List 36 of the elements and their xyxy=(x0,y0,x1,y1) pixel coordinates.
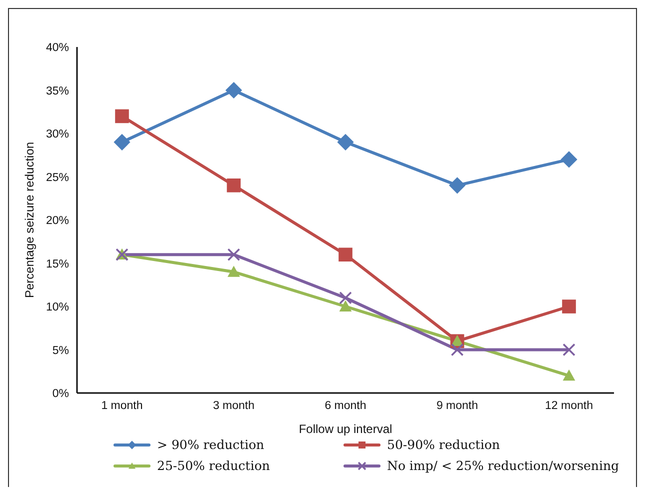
y-tick-label: 0% xyxy=(52,388,69,400)
point xyxy=(226,82,242,98)
x-tick-label: 9 month xyxy=(436,400,478,412)
point xyxy=(449,177,466,194)
x-tick-label: 1 month xyxy=(101,400,143,412)
y-axis-title: Percentage seizure reduction xyxy=(22,142,36,298)
point xyxy=(562,370,576,381)
point xyxy=(338,248,352,262)
legend-label: 25-50% reduction xyxy=(157,458,270,473)
legend-label: 50-90% reduction xyxy=(387,437,500,452)
y-tick-label: 25% xyxy=(46,172,69,184)
point xyxy=(227,248,240,261)
y-tick-label: 10% xyxy=(46,302,69,314)
point xyxy=(228,266,240,277)
y-tick-label: 20% xyxy=(46,215,69,228)
point xyxy=(339,291,352,304)
point xyxy=(114,134,130,150)
point xyxy=(562,343,576,356)
point xyxy=(562,300,576,314)
x-tick-label: 6 month xyxy=(324,400,366,412)
legend-label: No imp/ < 25% reduction/worsening xyxy=(387,458,620,473)
point xyxy=(339,300,352,312)
y-tick-label: 5% xyxy=(52,344,69,357)
y-tick-label: 40% xyxy=(46,42,69,54)
y-tick-label: 15% xyxy=(46,258,69,270)
x-tick-label: 12 month xyxy=(545,400,593,412)
y-tick-label: 30% xyxy=(46,128,69,141)
y-tick-label: 35% xyxy=(46,85,69,98)
point xyxy=(337,134,354,150)
x-axis-title: Follow up interval xyxy=(298,422,392,436)
point xyxy=(560,151,578,168)
point xyxy=(450,343,464,356)
legend-label: > 90% reduction xyxy=(157,437,264,452)
point xyxy=(226,178,241,192)
x-tick-label: 3 month xyxy=(212,400,255,412)
point xyxy=(115,109,129,124)
